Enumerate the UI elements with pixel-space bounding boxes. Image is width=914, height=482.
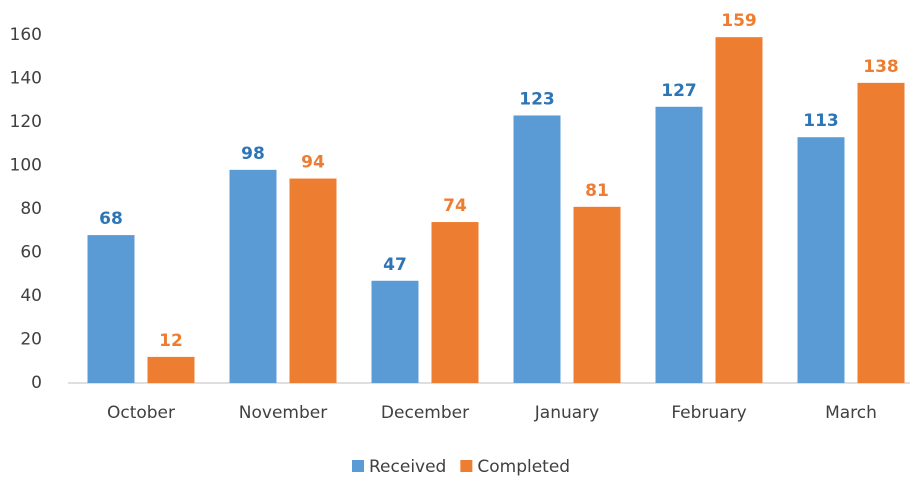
value-label: 47 — [383, 255, 407, 275]
bar — [147, 356, 195, 383]
value-label: 113 — [803, 111, 839, 131]
value-label: 159 — [721, 11, 757, 31]
y-tick-label: 100 — [10, 156, 42, 176]
value-label: 74 — [443, 196, 467, 216]
bar — [371, 280, 419, 383]
value-label: 98 — [241, 144, 265, 164]
bar — [857, 82, 905, 383]
y-tick-label: 40 — [20, 286, 42, 306]
bar — [87, 235, 135, 383]
legend-swatch — [352, 460, 364, 472]
legend-swatch — [460, 460, 473, 472]
value-label: 127 — [661, 81, 697, 101]
x-tick-label: January — [534, 403, 599, 423]
bar — [573, 206, 621, 383]
bar — [229, 169, 277, 383]
bar — [431, 222, 479, 383]
y-tick-label: 120 — [10, 112, 42, 132]
x-tick-label: March — [825, 403, 877, 423]
value-label: 81 — [585, 181, 609, 201]
y-tick-label: 80 — [20, 199, 42, 219]
value-label: 138 — [863, 57, 899, 77]
value-label: 68 — [99, 209, 123, 229]
bar — [715, 37, 763, 384]
bar — [797, 137, 845, 383]
y-tick-label: 160 — [10, 25, 42, 45]
value-label: 123 — [519, 89, 555, 109]
y-tick-label: 0 — [31, 373, 42, 393]
value-label: 12 — [159, 331, 183, 351]
y-tick-label: 20 — [20, 330, 42, 350]
bar — [655, 106, 703, 384]
legend-label: Completed — [477, 457, 570, 477]
x-tick-label: February — [671, 403, 746, 423]
legend-label: Received — [369, 457, 446, 477]
bar — [289, 178, 337, 383]
x-tick-label: December — [381, 403, 469, 423]
y-tick-label: 60 — [20, 243, 42, 263]
bar — [513, 115, 561, 383]
y-tick-label: 140 — [10, 69, 42, 89]
x-tick-label: November — [239, 403, 327, 423]
value-label: 94 — [301, 153, 325, 173]
x-tick-label: October — [107, 403, 175, 423]
